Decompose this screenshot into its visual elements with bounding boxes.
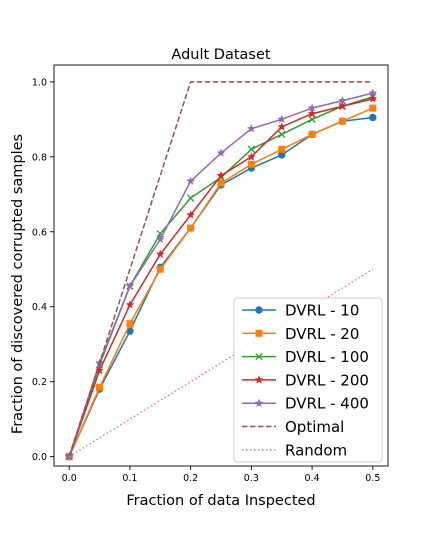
series-3-point-5 xyxy=(216,170,226,180)
legend-label-0: DVRL - 10 xyxy=(285,302,359,320)
series-2-point-7-stroke-b xyxy=(278,130,286,138)
x-tick-label-4: 0.4 xyxy=(305,473,320,484)
x-tick-label-1: 0.1 xyxy=(122,473,137,484)
y-tick-label-4: 0.8 xyxy=(32,152,47,163)
series-3-point-6 xyxy=(246,152,256,161)
x-tick-label-5: 0.5 xyxy=(365,473,380,484)
plot-frame xyxy=(53,64,389,467)
series-2-point-8-stroke-b xyxy=(308,115,316,124)
x-tick-label-2: 0.2 xyxy=(183,473,198,484)
legend-label-2: DVRL - 100 xyxy=(285,348,369,366)
series-4-point-3 xyxy=(155,234,165,244)
y-axis-label: Fraction of discovered corrupted samples xyxy=(10,134,26,434)
series-2-point-4-stroke-b xyxy=(186,194,195,202)
series-1-point-2 xyxy=(126,320,134,328)
legend: DVRL - 10 DVRL - 20 DVRL - 100 DVRL - 200 DV… xyxy=(233,297,383,463)
legend-marker-1 xyxy=(255,329,263,337)
series-4-point-10 xyxy=(368,88,378,97)
series-1-point-9 xyxy=(338,117,346,125)
series-3-point-4 xyxy=(186,210,196,219)
legend-marker-0 xyxy=(255,306,263,314)
series-3-point-7 xyxy=(277,122,287,131)
y-tick-label-5: 1.0 xyxy=(32,77,47,88)
legend-marker-2-stroke-b xyxy=(255,352,263,361)
y-tick-label-0: 0.0 xyxy=(32,452,47,463)
series-3-point-3 xyxy=(155,249,165,259)
series-4-point-8 xyxy=(307,103,317,112)
series-2-point-8 xyxy=(308,115,316,124)
series-3-point-1 xyxy=(95,365,105,375)
series-4-point-4 xyxy=(186,176,196,185)
legend-box xyxy=(233,297,383,463)
y-tick-label-1: 0.2 xyxy=(32,377,47,388)
series-1-point-10 xyxy=(369,104,377,112)
legend-label-5: Optimal xyxy=(285,418,344,436)
series-1-point-3 xyxy=(156,265,164,273)
legend-label-3: DVRL - 200 xyxy=(285,371,369,389)
series-1-point-5 xyxy=(217,179,225,187)
x-tick-label-3: 0.3 xyxy=(244,473,259,484)
series-4-point-2 xyxy=(125,281,135,290)
series-line-5 xyxy=(68,81,373,457)
legend-marker-3 xyxy=(254,375,264,384)
series-0-point-10 xyxy=(369,113,377,122)
series-2-point-7 xyxy=(278,130,286,138)
series-3-point-2 xyxy=(125,300,135,309)
series-1-point-4 xyxy=(187,224,195,232)
legend-marker-2 xyxy=(255,352,263,361)
series-1-point-7 xyxy=(278,145,286,153)
legend-marker-4 xyxy=(254,398,264,408)
series-4-point-5 xyxy=(216,148,226,157)
series-2-point-6-stroke-b xyxy=(247,145,256,153)
x-axis-label: Fraction of data Inspected xyxy=(126,493,315,509)
chart-title: Adult Dataset xyxy=(171,47,270,63)
series-3-point-8 xyxy=(307,109,317,118)
series-1-point-6 xyxy=(247,160,255,168)
series-2-point-3-stroke-b xyxy=(156,229,164,238)
series-1-point-1 xyxy=(96,383,104,391)
y-tick-label-3: 0.6 xyxy=(32,227,47,238)
legend-label-4: DVRL - 400 xyxy=(285,395,369,413)
series-4-point-7 xyxy=(277,114,287,124)
legend-label-6: Random xyxy=(285,441,347,459)
series-4-point-9 xyxy=(337,95,347,105)
series-2-point-6 xyxy=(247,145,256,153)
x-tick-label-0: 0.0 xyxy=(62,473,77,484)
series-2-point-4 xyxy=(186,194,195,202)
series-3-point-10 xyxy=(368,94,378,103)
series-1-point-8 xyxy=(308,130,316,138)
legend-label-1: DVRL - 20 xyxy=(285,325,359,343)
series-3-point-9 xyxy=(337,101,347,111)
series-4-point-6 xyxy=(246,124,256,133)
y-tick-label-2: 0.4 xyxy=(32,302,47,313)
axes: 0.0 0.1 0.2 0.3 0.4 0.5 0.0 0.2 0.4 0.6 0.8 1.0 xyxy=(32,64,389,484)
